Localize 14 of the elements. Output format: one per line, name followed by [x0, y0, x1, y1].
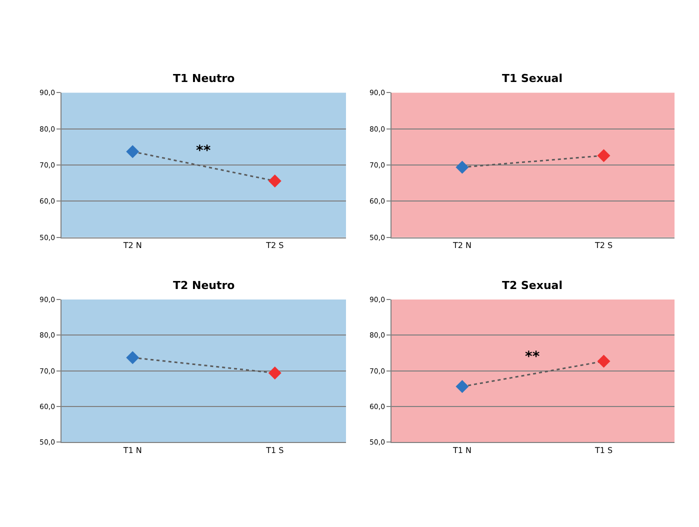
x-tick-label: T1 N	[122, 446, 142, 455]
x-tick-label: T1 N	[452, 446, 472, 455]
chart-title: T1 Sexual	[502, 72, 562, 85]
x-tick-label: T2 S	[265, 241, 284, 250]
x-tick-label: T2 N	[452, 241, 472, 250]
x-tick-label: T2 S	[594, 241, 613, 250]
chart-title: T2 Sexual	[502, 279, 562, 292]
annotation: **	[196, 143, 212, 159]
chart-title: T2 Neutro	[173, 279, 236, 292]
x-tick-label: T1 S	[594, 446, 613, 455]
x-tick-label: T1 S	[265, 446, 284, 455]
chart-title: T1 Neutro	[173, 72, 236, 85]
x-tick-label: T2 N	[122, 241, 142, 250]
annotation: **	[525, 349, 540, 365]
